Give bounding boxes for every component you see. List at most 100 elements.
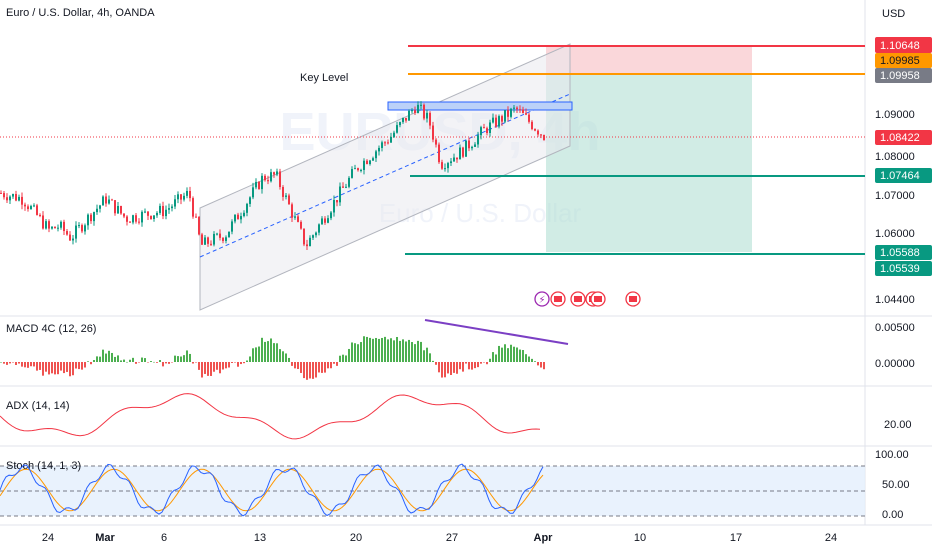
candle-body [363, 160, 365, 170]
macd-bar [66, 362, 68, 372]
candle-body [207, 237, 209, 244]
candle-body [42, 215, 44, 229]
symbol-title[interactable]: Euro / U.S. Dollar, 4h, OANDA [6, 7, 155, 19]
macd-bar [27, 362, 29, 368]
candle-body [129, 221, 131, 223]
macd-bar [390, 338, 392, 362]
candle-body [33, 205, 35, 207]
macd-bar [3, 362, 5, 364]
macd-bar [303, 362, 305, 379]
candle-body [381, 142, 383, 148]
macd-bar [138, 362, 140, 363]
price-tag-stop: 1.10648 [880, 40, 920, 52]
candle-body [306, 244, 308, 247]
candle-body [240, 216, 242, 220]
candle-body [528, 114, 530, 122]
price-tag-target1: 1.07464 [880, 170, 920, 182]
macd-bar [309, 362, 311, 379]
event-icons[interactable]: ⚡ [534, 291, 641, 307]
macd-bar [429, 353, 431, 362]
candle-body [438, 144, 440, 163]
macd-bar [210, 362, 212, 376]
candle-body [411, 110, 413, 112]
macd-bar [120, 360, 122, 362]
macd-bar [387, 339, 389, 362]
macd-bar [69, 362, 71, 377]
candle-body [177, 194, 179, 200]
macd-bar [318, 362, 320, 373]
candle-body [237, 214, 239, 220]
candle-body [249, 197, 251, 204]
macd-bar [30, 362, 32, 367]
macd-bar [222, 362, 224, 370]
candle-body [507, 110, 509, 117]
divergence-line [424, 319, 569, 345]
candle-body [453, 157, 455, 162]
macd-bar [159, 360, 161, 362]
candle-body [186, 190, 188, 196]
candle-body [120, 205, 122, 214]
candle-body [432, 125, 434, 140]
macd-bar [33, 362, 35, 367]
candle-body [78, 225, 80, 227]
candle-body [501, 116, 503, 122]
candle-body [192, 198, 194, 217]
macd-bar [291, 362, 293, 366]
time-tick: 27 [446, 532, 458, 544]
candle-body [27, 206, 29, 210]
macd-bar [171, 362, 173, 363]
candle-body [543, 134, 545, 141]
candle-body [75, 225, 77, 239]
candle-body [357, 168, 359, 171]
time-axis[interactable]: 24 Mar 6 13 20 27 Apr 10 17 24 [42, 532, 837, 544]
macd-bar [420, 341, 422, 362]
candle-body [36, 205, 38, 215]
macd-bar [87, 361, 89, 362]
macd-bar [534, 361, 536, 362]
macd-label[interactable]: MACD 4C (12, 26) [6, 323, 96, 335]
candle-body [387, 142, 389, 144]
candle-body [510, 108, 512, 117]
macd-bar [162, 362, 164, 367]
candle-body [318, 224, 320, 233]
macd-bar [468, 362, 470, 370]
macd-bar [477, 362, 479, 368]
candle-body [480, 127, 482, 136]
candle-body [18, 196, 20, 201]
stoch-label[interactable]: Stoch (14, 1, 3) [6, 460, 81, 472]
flash-event-icon[interactable] [534, 291, 550, 307]
time-tick: 17 [730, 532, 742, 544]
macd-bar [417, 340, 419, 362]
macd-bar [186, 350, 188, 362]
candle-body [87, 214, 89, 226]
price-axis[interactable]: 1.09000 1.08000 1.07000 1.06000 1.04400 [875, 109, 915, 306]
macd-bar [93, 360, 95, 362]
price-tick: 1.04400 [875, 294, 915, 306]
candle-body [123, 213, 125, 217]
macd-bar [519, 349, 521, 362]
candle-body [366, 160, 368, 165]
candle-body [66, 231, 68, 235]
candle-body [81, 225, 83, 232]
macd-histogram [0, 336, 545, 380]
macd-bar [522, 350, 524, 362]
macd-tick: 0.00000 [875, 358, 915, 370]
macd-bar [351, 342, 353, 362]
adx-label[interactable]: ADX (14, 14) [6, 400, 70, 412]
candle-body [213, 233, 215, 245]
macd-bar [168, 362, 170, 364]
macd-bar [450, 362, 452, 375]
candle-body [474, 144, 476, 147]
macd-bar [240, 362, 242, 365]
candle-body [0, 192, 2, 194]
macd-bar [9, 362, 11, 364]
candle-body [402, 117, 404, 123]
macd-bar [462, 362, 464, 372]
candle-body [531, 121, 533, 130]
candle-body [309, 237, 311, 247]
candle-body [234, 214, 236, 222]
macd-bar [180, 356, 182, 362]
macd-bar [195, 362, 197, 363]
candle-body [423, 104, 425, 119]
